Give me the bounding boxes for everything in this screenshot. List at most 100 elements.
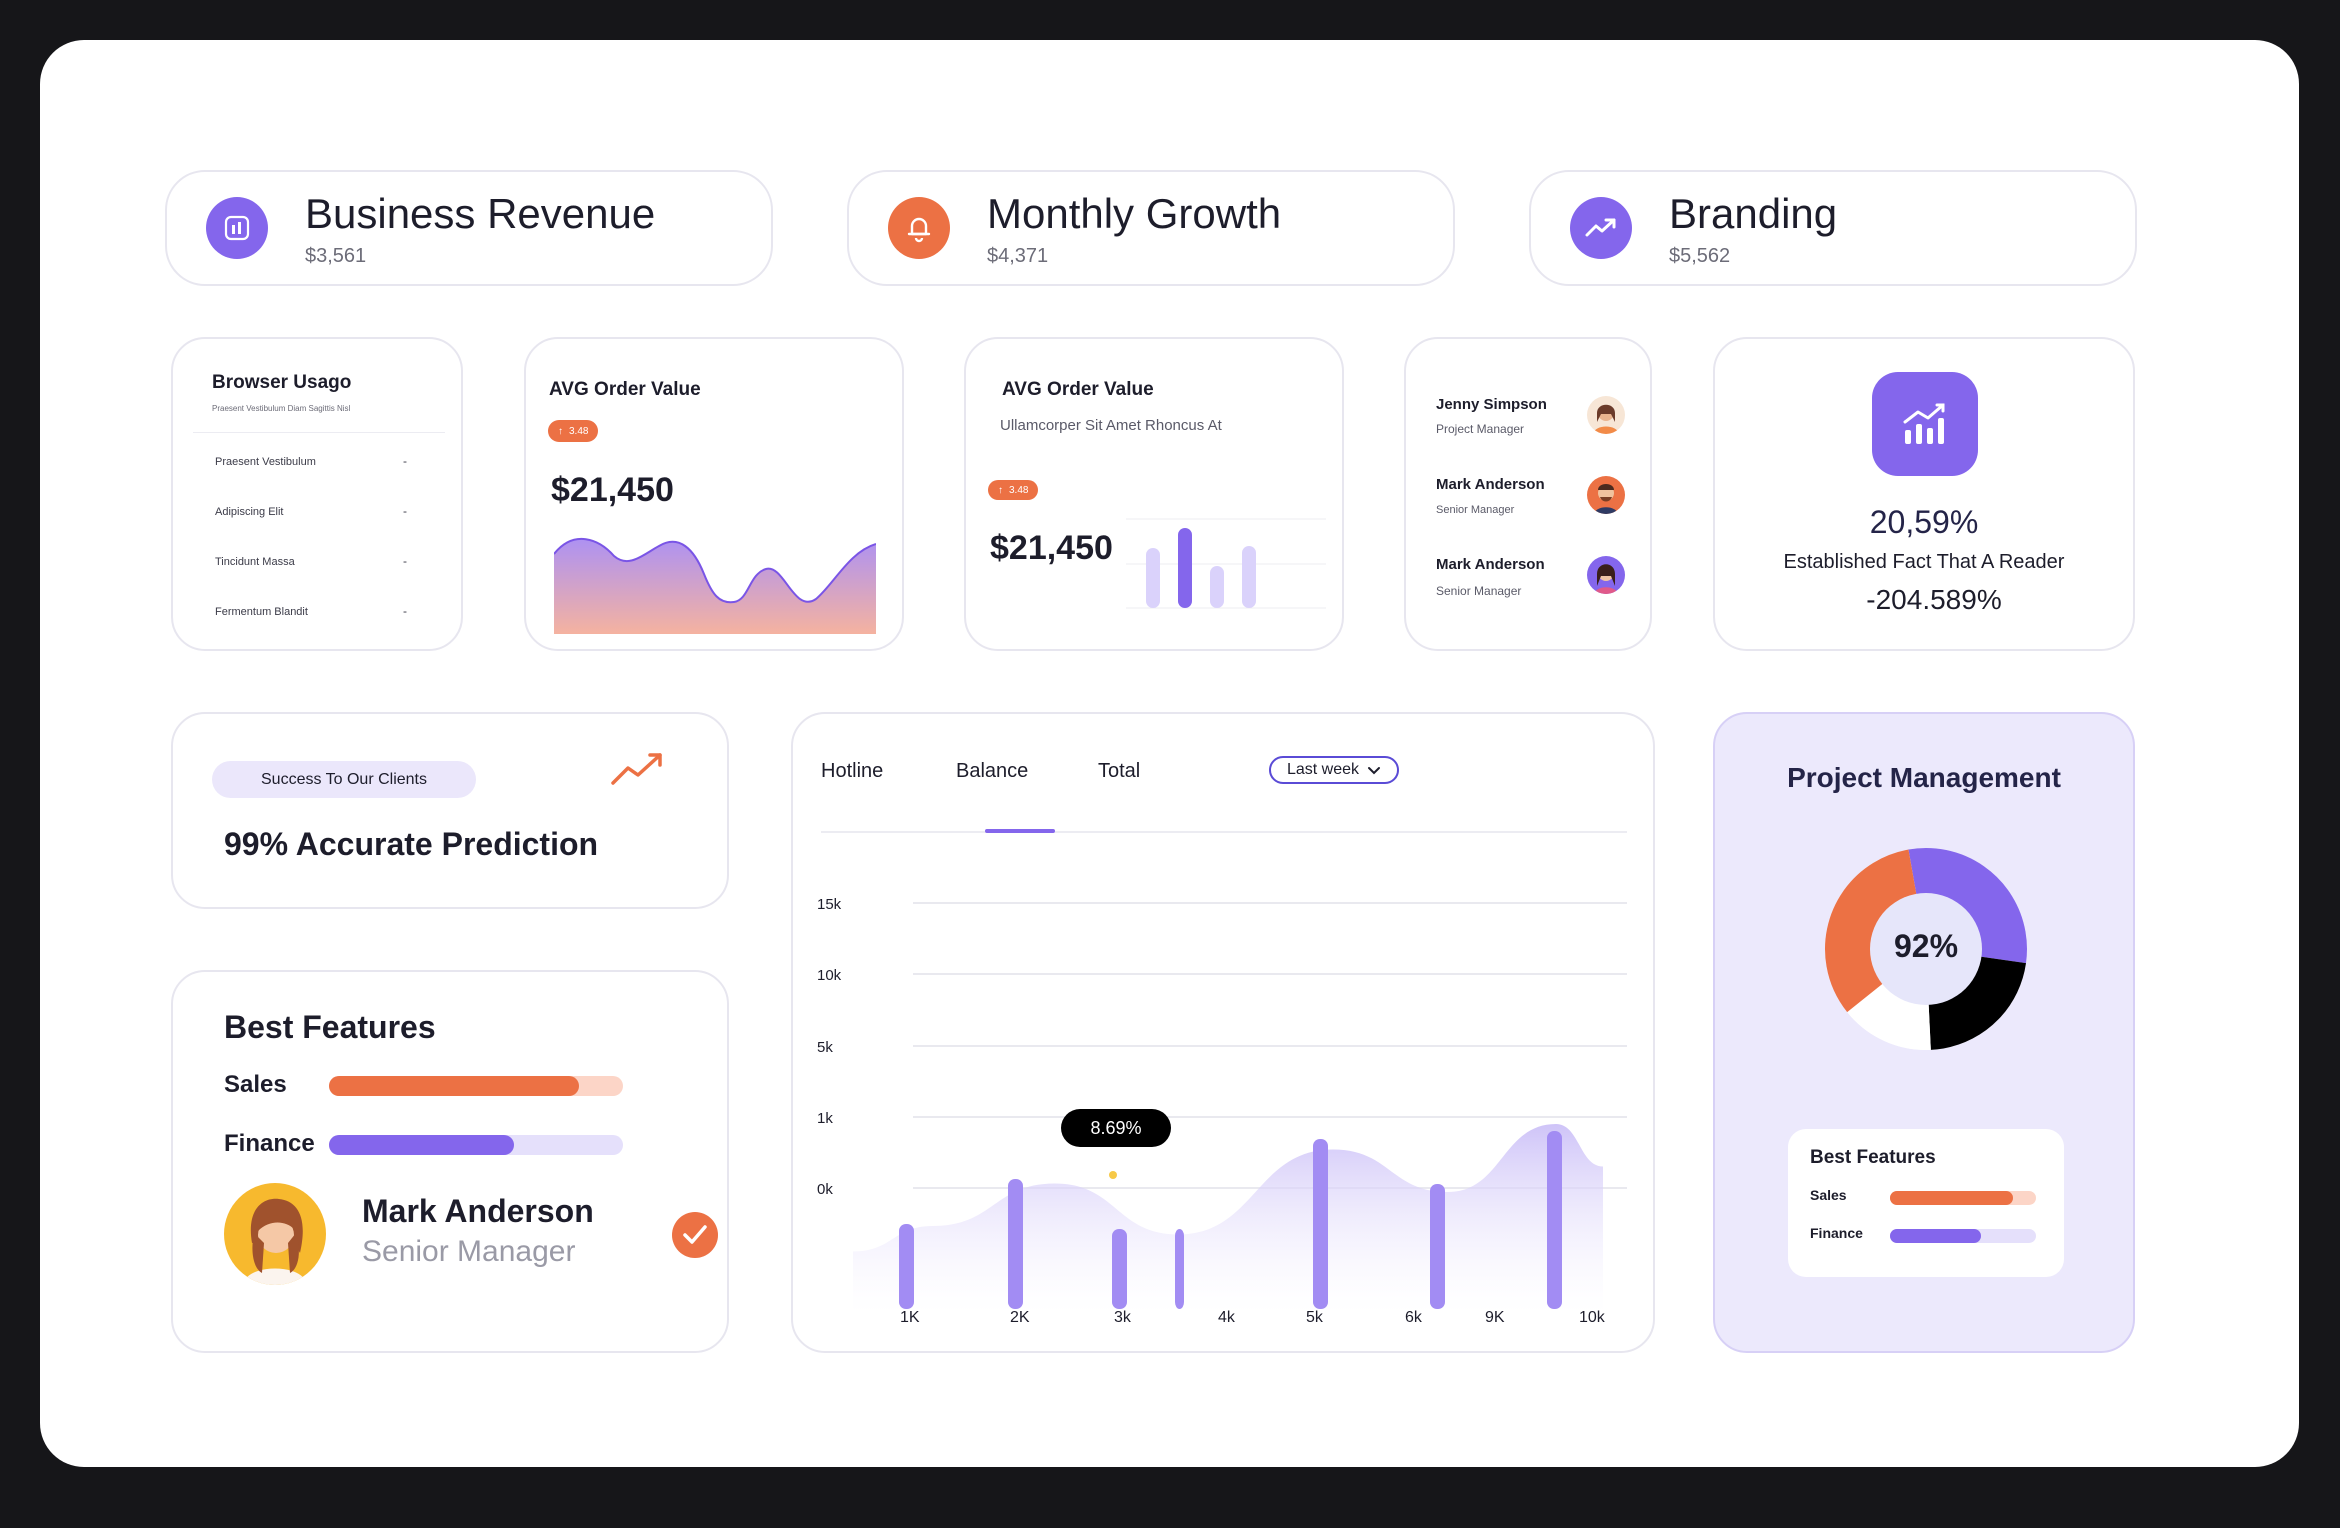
sales-progress-track bbox=[329, 1076, 623, 1096]
highlight-point[interactable] bbox=[1109, 1171, 1117, 1179]
stat-card-monthly-growth[interactable]: Monthly Growth $4,371 bbox=[847, 170, 1455, 286]
team-card: Jenny Simpson Project Manager Mark Ander… bbox=[1404, 337, 1652, 651]
sales-progress-fill bbox=[329, 1076, 579, 1096]
avg-order-card-2: AVG Order Value Ullamcorper Sit Amet Rho… bbox=[964, 337, 1344, 651]
card-title: Best Features bbox=[224, 1009, 436, 1045]
dashboard-frame: Business Revenue $3,561 Monthly Growth $… bbox=[40, 40, 2299, 1467]
feature-label: Sales bbox=[224, 1071, 287, 1098]
person-name: Jenny Simpson bbox=[1436, 396, 1547, 413]
x-tick-label: 5k bbox=[1306, 1309, 1324, 1326]
mini-features-panel: Best Features Sales Finance bbox=[1788, 1129, 2064, 1277]
y-tick-label: 15k bbox=[817, 896, 842, 913]
donut-percent: 92% bbox=[1893, 928, 1959, 964]
verified-check-icon[interactable] bbox=[672, 1212, 718, 1258]
donut-segment bbox=[1825, 848, 2027, 1050]
badge-value: 3.48 bbox=[569, 425, 589, 437]
stat-card-branding[interactable]: Branding $5,562 bbox=[1529, 170, 2137, 286]
growth-badge: ↑ 3.48 bbox=[988, 480, 1039, 500]
finance-progress-fill bbox=[329, 1135, 515, 1155]
chart-bar[interactable] bbox=[1112, 1229, 1127, 1309]
donut-chart bbox=[1825, 848, 2027, 1050]
stat-value: $5,562 bbox=[1669, 245, 1731, 267]
x-tick-label: 3k bbox=[1114, 1309, 1132, 1326]
donut-segment bbox=[1825, 848, 2027, 1050]
y-tick-label: 5k bbox=[817, 1039, 833, 1056]
prediction-title: 99% Accurate Prediction bbox=[224, 826, 599, 862]
stat-value: $3,561 bbox=[305, 245, 367, 267]
avg-order-card-1: AVG Order Value ↑ 3.48 $21,450 bbox=[524, 337, 904, 651]
growth-badge: ↑ 3.48 bbox=[548, 420, 599, 442]
panel-title: Best Features bbox=[1810, 1147, 1936, 1168]
card-title: Browser Usago bbox=[212, 372, 352, 393]
tooltip bbox=[1061, 1109, 1171, 1147]
divider bbox=[193, 432, 445, 433]
feature-label: Sales bbox=[1810, 1187, 1847, 1203]
y-tick-label: 0k bbox=[817, 1181, 833, 1198]
y-tick-label: 10k bbox=[817, 967, 842, 984]
list-item-value: - bbox=[403, 454, 407, 468]
card-title: Project Management bbox=[1787, 762, 2061, 793]
feature-label: Finance bbox=[1810, 1225, 1863, 1241]
tab-total[interactable]: Total bbox=[1098, 760, 1141, 782]
prediction-card: Success To Our Clients 99% Accurate Pred… bbox=[171, 712, 729, 909]
dropdown-value: Last week bbox=[1286, 761, 1360, 778]
sales-progress-track bbox=[1890, 1191, 2036, 1205]
fact-delta: -204.589% bbox=[1866, 584, 2002, 615]
fact-card: 20,59% Established Fact That A Reader -2… bbox=[1713, 337, 2135, 651]
sales-progress-fill bbox=[1890, 1191, 2013, 1205]
avatar bbox=[1587, 476, 1625, 514]
chart-bar[interactable] bbox=[1430, 1184, 1445, 1309]
stat-title: Business Revenue bbox=[305, 190, 656, 237]
tab-hotline[interactable]: Hotline bbox=[821, 760, 884, 782]
person-name: Mark Anderson bbox=[1436, 476, 1545, 493]
x-tick-label: 6k bbox=[1405, 1309, 1423, 1326]
card-subtitle: Ullamcorper Sit Amet Rhoncus At bbox=[1000, 417, 1222, 434]
period-dropdown[interactable]: Last week bbox=[1269, 756, 1399, 784]
arrow-up-icon: ↑ bbox=[558, 425, 563, 437]
trend-up-icon bbox=[1570, 197, 1632, 259]
stat-card-business-revenue[interactable]: Business Revenue $3,561 bbox=[165, 170, 773, 286]
fact-percent: 20,59% bbox=[1869, 504, 1979, 540]
chart-bar[interactable] bbox=[899, 1224, 914, 1309]
chart-bar[interactable] bbox=[1008, 1179, 1023, 1309]
badge-value: 3.48 bbox=[1009, 484, 1029, 496]
person-role: Senior Manager bbox=[1436, 504, 1515, 516]
y-tick-label: 1k bbox=[817, 1110, 833, 1127]
list-item-value: - bbox=[403, 504, 407, 518]
mini-bar-chart bbox=[1126, 518, 1326, 609]
list-item-label: Fermentum Blandit bbox=[215, 606, 308, 618]
chart-bar[interactable] bbox=[1547, 1131, 1562, 1309]
active-tab-indicator bbox=[985, 829, 1055, 833]
profile-role: Senior Manager bbox=[362, 1235, 576, 1268]
finance-progress-fill bbox=[1890, 1229, 1981, 1243]
avatar bbox=[1587, 556, 1625, 594]
best-features-card: Best Features Sales Finance Mark Anderso… bbox=[171, 970, 729, 1353]
chart-bar[interactable] bbox=[1313, 1139, 1328, 1309]
list-item-label: Tincidunt Massa bbox=[215, 556, 295, 568]
donut-center bbox=[1870, 893, 1982, 1005]
bell-icon bbox=[888, 197, 950, 259]
browser-usage-card: Browser Usago Praesent Vestibulum Diam S… bbox=[171, 337, 463, 651]
tabs-divider bbox=[821, 831, 1627, 833]
x-tick-label: 2K bbox=[1010, 1309, 1030, 1326]
order-value: $21,450 bbox=[990, 529, 1113, 567]
card-title: AVG Order Value bbox=[1002, 379, 1154, 400]
chart-bar[interactable] bbox=[1175, 1229, 1184, 1309]
balance-chart-card: Hotline Balance Total Last week 15k 10k 5k… bbox=[791, 712, 1655, 1353]
tab-balance[interactable]: Balance bbox=[956, 760, 1029, 782]
x-tick-label: 10k bbox=[1579, 1309, 1606, 1326]
list-item-value: - bbox=[403, 554, 407, 568]
list-item-label: Praesent Vestibulum bbox=[215, 456, 316, 468]
person-role: Senior Manager bbox=[1436, 584, 1522, 598]
x-tick-label: 9K bbox=[1485, 1309, 1505, 1326]
person-name: Mark Anderson bbox=[1436, 556, 1545, 573]
bar-chart-icon bbox=[206, 197, 268, 259]
profile-name: Mark Anderson bbox=[362, 1193, 594, 1229]
finance-progress-track bbox=[329, 1135, 623, 1155]
order-value: $21,450 bbox=[551, 471, 674, 509]
balance-chart: 15k 10k 5k 1k 0k 1K 2K 3k 4k 5k 6k 9K 10k 8.69% bbox=[817, 896, 1627, 1326]
arrow-up-icon: ↑ bbox=[998, 484, 1003, 496]
success-pill: Success To Our Clients bbox=[212, 761, 476, 798]
stat-title: Branding bbox=[1669, 190, 1838, 237]
stat-title: Monthly Growth bbox=[987, 190, 1282, 237]
